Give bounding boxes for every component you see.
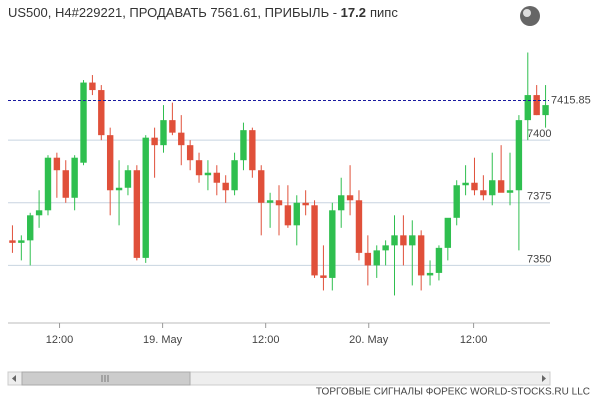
scroll-grip xyxy=(101,375,109,382)
candle-body xyxy=(249,130,256,171)
candle-body xyxy=(409,235,416,246)
candle-body xyxy=(497,180,505,193)
candle-body xyxy=(524,95,531,121)
candle-body xyxy=(160,120,167,146)
y-tick-label: 7400 xyxy=(527,128,551,140)
candle-body xyxy=(311,205,318,276)
candle-body xyxy=(44,157,52,211)
candle-body xyxy=(320,275,327,278)
candle-body xyxy=(506,190,514,193)
candle-body xyxy=(417,235,425,276)
candle-body xyxy=(53,157,61,171)
candle-body xyxy=(329,210,336,278)
candle-body xyxy=(435,247,443,273)
candle-body xyxy=(391,235,398,246)
candle-body xyxy=(373,250,380,266)
candle-body xyxy=(18,240,25,243)
globe-icon[interactable] xyxy=(520,6,540,26)
candle-body xyxy=(98,90,105,136)
candle-body xyxy=(258,170,265,203)
candle-body xyxy=(533,95,540,116)
y-tick-label: 7375 xyxy=(527,191,551,203)
candle-body xyxy=(106,135,114,191)
candle-body xyxy=(293,202,300,226)
candle-body xyxy=(195,160,203,176)
scroll-right[interactable] xyxy=(542,375,546,382)
chart-title: US500, H4#229221, ПРОДАВАТЬ 7561.61, ПРИ… xyxy=(8,5,398,20)
x-tick-label: 12:00 xyxy=(252,334,280,346)
candle-body xyxy=(444,217,452,248)
candle-body xyxy=(178,132,185,146)
x-tick-label: 19. May xyxy=(143,334,183,346)
candle-body xyxy=(355,200,363,253)
candle-body xyxy=(213,172,221,183)
candle-body xyxy=(186,145,194,161)
candle-body xyxy=(89,82,96,91)
candle-body xyxy=(275,200,283,206)
candle-body xyxy=(489,180,496,196)
candle-body xyxy=(133,170,141,258)
candle-body xyxy=(453,185,460,218)
globe-highlight xyxy=(523,9,531,17)
title-text: US500, H4#229221, ПРОДАВАТЬ 7561.61, ПРИ… xyxy=(8,5,341,20)
candle-body xyxy=(115,187,123,191)
candle-body xyxy=(480,190,487,196)
candle-body xyxy=(222,182,229,191)
candle-body xyxy=(231,160,238,191)
current-price-label: 7415.85 xyxy=(551,94,591,106)
scroll-left[interactable] xyxy=(12,375,16,382)
candle-body xyxy=(302,202,309,206)
profit-unit: пипс xyxy=(370,5,398,20)
candle-body xyxy=(462,182,469,186)
profit-value: 17.2 xyxy=(341,5,366,20)
candle-body xyxy=(400,235,407,246)
candle-body xyxy=(284,205,292,226)
current-price-box xyxy=(549,92,597,109)
candle-body xyxy=(337,195,345,211)
candle-body xyxy=(27,215,34,241)
globe[interactable] xyxy=(520,6,540,26)
footer: ТОРГОВЫЕ СИГНАЛЫ ФОРЕКС WORLD-STOCKS.RU … xyxy=(316,387,590,398)
candle-body xyxy=(71,157,78,198)
x-tick-label: 12:00 xyxy=(46,334,74,346)
scroll-thumb[interactable] xyxy=(21,371,191,386)
candle-body xyxy=(266,200,274,203)
candle-body xyxy=(515,120,523,191)
candle-body xyxy=(62,170,69,198)
candle-body xyxy=(542,105,549,116)
x-tick-label: 20. May xyxy=(349,334,389,346)
candle-body xyxy=(9,240,16,243)
x-tick-label: 12:00 xyxy=(460,334,488,346)
candle-body xyxy=(142,137,149,258)
candle-body xyxy=(204,172,212,176)
candle-body xyxy=(124,170,132,188)
candle-body xyxy=(169,120,176,133)
candle-body xyxy=(346,195,354,201)
candle-body xyxy=(382,245,389,251)
candle-body xyxy=(151,137,158,146)
candle-body xyxy=(426,272,434,276)
candle-body xyxy=(80,82,87,163)
candle-body xyxy=(364,252,372,266)
scrollbar[interactable] xyxy=(7,371,551,386)
candle-body xyxy=(471,182,478,191)
candle-body xyxy=(35,210,43,216)
y-tick-label: 7350 xyxy=(527,253,551,265)
candle-body xyxy=(240,130,247,161)
